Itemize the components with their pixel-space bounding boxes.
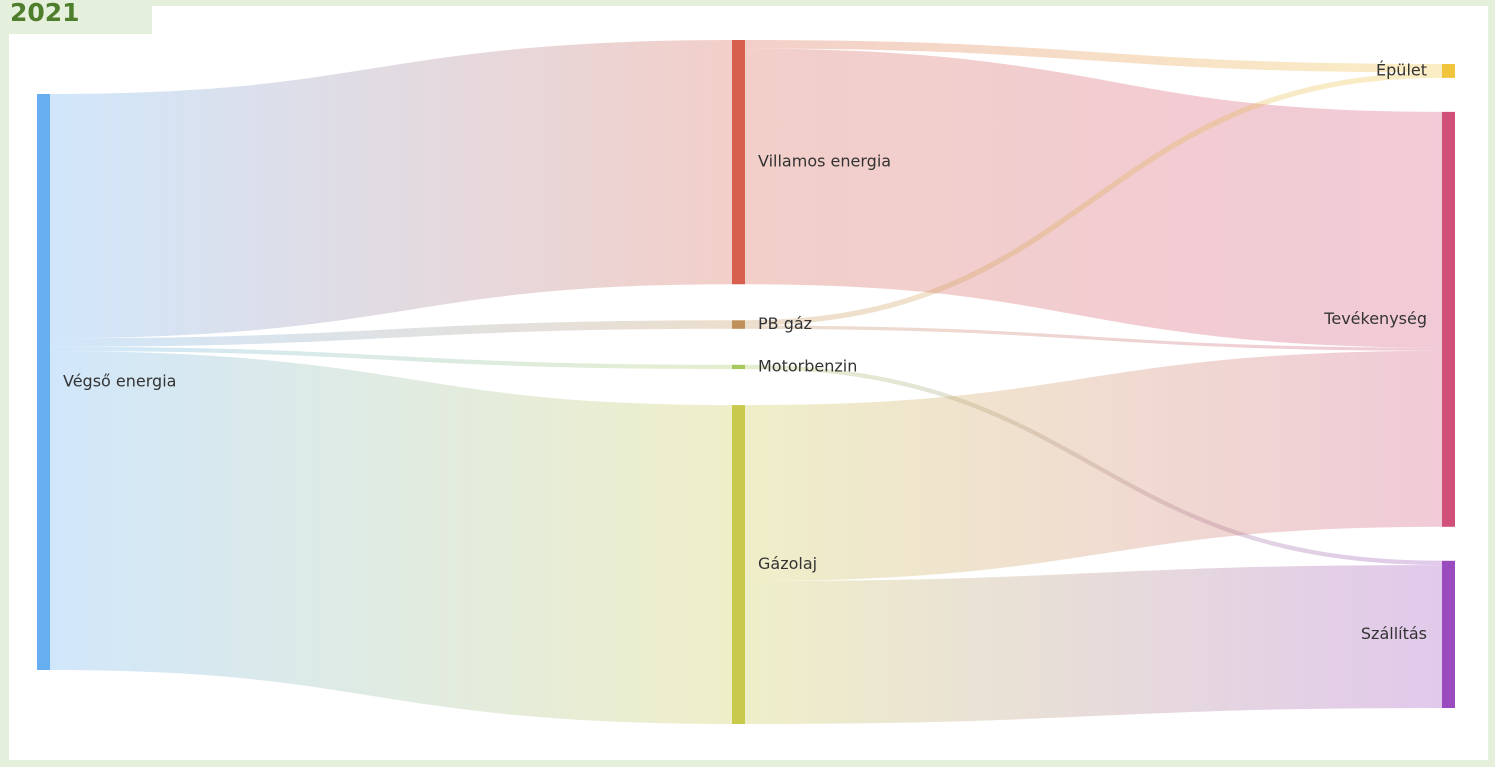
labels-layer: Végső energia Villamos energia PB gáz Motor…	[63, 60, 1427, 642]
node-gazolaj[interactable]	[732, 405, 745, 724]
link-pb-tevekenyseg[interactable]	[744, 325, 1443, 351]
node-label-villamos: Villamos energia	[758, 152, 891, 171]
node-label-motorbenzin: Motorbenzin	[758, 356, 857, 375]
link-vegso-gazolaj[interactable]	[49, 351, 733, 724]
link-villamos-epulet[interactable]	[744, 40, 1443, 73]
links-layer	[49, 39, 1443, 724]
link-gazolaj-szallitas[interactable]	[744, 565, 1443, 724]
node-label-epulet: Épület	[1376, 60, 1427, 79]
node-motorbenzin[interactable]	[732, 364, 745, 370]
node-label-gazolaj: Gázolaj	[758, 554, 817, 573]
chart-panel: Végső energia Villamos energia PB gáz Motor…	[9, 6, 1488, 760]
node-vegso[interactable]	[37, 94, 50, 670]
link-vegso-motorbenzin[interactable]	[49, 346, 733, 370]
node-pb[interactable]	[732, 320, 745, 329]
link-vegso-pb[interactable]	[49, 320, 733, 347]
sankey-chart: Végső energia Villamos energia PB gáz Motor…	[37, 39, 1455, 724]
node-label-vegso: Végső energia	[63, 372, 176, 391]
year-tab: 2021	[0, 0, 152, 34]
node-label-szallitas: Szállítás	[1361, 624, 1427, 643]
nodes-layer	[37, 40, 1455, 724]
link-pb-epulet[interactable]	[744, 72, 1443, 326]
node-tevekenyseg[interactable]	[1442, 111, 1455, 527]
link-vegso-villamos[interactable]	[49, 39, 733, 339]
node-villamos[interactable]	[732, 40, 745, 285]
node-szallitas[interactable]	[1442, 560, 1455, 708]
year-label: 2021	[10, 0, 80, 27]
node-epulet[interactable]	[1442, 64, 1455, 78]
node-label-tevekenyseg: Tevékenység	[1323, 309, 1427, 328]
link-gazolaj-tevekenyseg[interactable]	[744, 350, 1443, 582]
node-label-pb: PB gáz	[758, 314, 812, 333]
